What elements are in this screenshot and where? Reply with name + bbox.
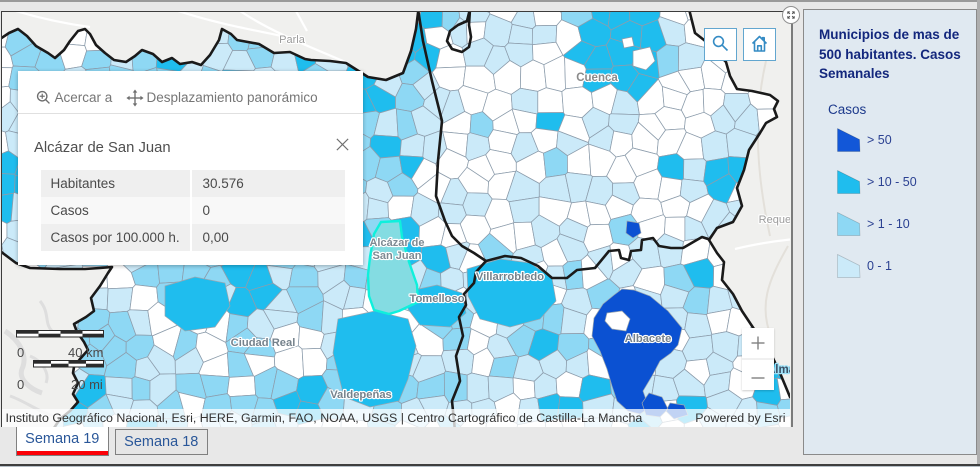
svg-text:Albacete: Albacete [624,333,671,345]
svg-text:40 km: 40 km [68,345,103,360]
svg-text:Tomelloso: Tomelloso [409,293,464,305]
svg-text:20 mi: 20 mi [71,377,103,392]
svg-text:Ciudad Real: Ciudad Real [230,337,295,349]
svg-text:Villarrobledo: Villarrobledo [475,271,543,283]
svg-text:Parla: Parla [279,34,306,46]
svg-text:Requena: Requena [758,214,789,226]
svg-text:Alcázar de: Alcázar de [369,237,424,249]
svg-text:San Juan: San Juan [372,250,421,262]
svg-text:0: 0 [17,377,24,392]
svg-text:Valdepeñas: Valdepeñas [330,389,392,401]
svg-text:0: 0 [17,345,24,360]
svg-text:Cuenca: Cuenca [576,72,618,84]
